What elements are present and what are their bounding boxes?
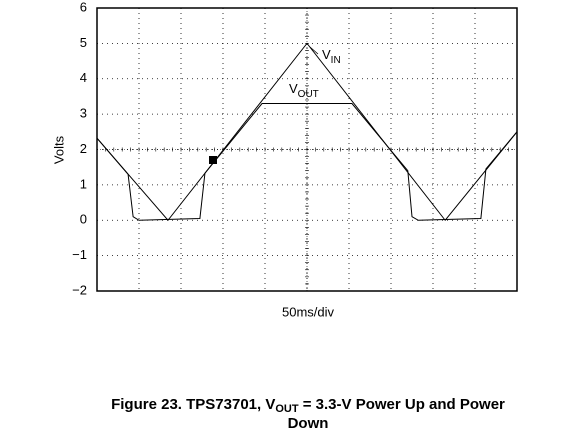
plot-frame (96, 7, 518, 292)
caption-text: Figure 23. TPS73701, V (111, 396, 275, 413)
y-tick-label: −1 (72, 247, 87, 262)
series-line (96, 42, 518, 222)
y-axis-label: Volts (51, 135, 66, 164)
y-tick-label: 2 (80, 141, 87, 156)
series-label-text: V (289, 81, 298, 96)
y-tick-label: 6 (80, 0, 87, 14)
caption: Figure 23. TPS73701, VOUT = 3.3-V Power … (111, 396, 505, 415)
y-tick-label: 1 (80, 176, 87, 191)
y-tick-label: 3 (80, 106, 87, 121)
y-tick-label: −2 (72, 282, 87, 297)
series-label-text: V (322, 47, 331, 62)
series-label: VIN (322, 47, 341, 65)
series-label-sub: IN (331, 55, 341, 66)
label-leader (309, 46, 319, 55)
x-axis-label: 50ms/div (282, 304, 335, 319)
caption-text: = 3.3-V Power Up and Power (299, 396, 505, 413)
series-label-sub: OUT (298, 89, 319, 100)
trigger-marker (209, 156, 217, 164)
y-tick-label: 4 (80, 70, 87, 85)
series-line (96, 103, 518, 221)
caption: Down (288, 415, 329, 432)
y-tick-label: 5 (80, 35, 87, 50)
caption-sub: OUT (275, 403, 299, 415)
series-label: VOUT (289, 81, 319, 99)
y-tick-label: 0 (80, 212, 87, 227)
